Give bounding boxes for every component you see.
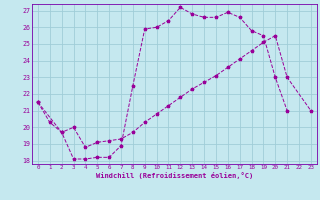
X-axis label: Windchill (Refroidissement éolien,°C): Windchill (Refroidissement éolien,°C) [96, 172, 253, 179]
